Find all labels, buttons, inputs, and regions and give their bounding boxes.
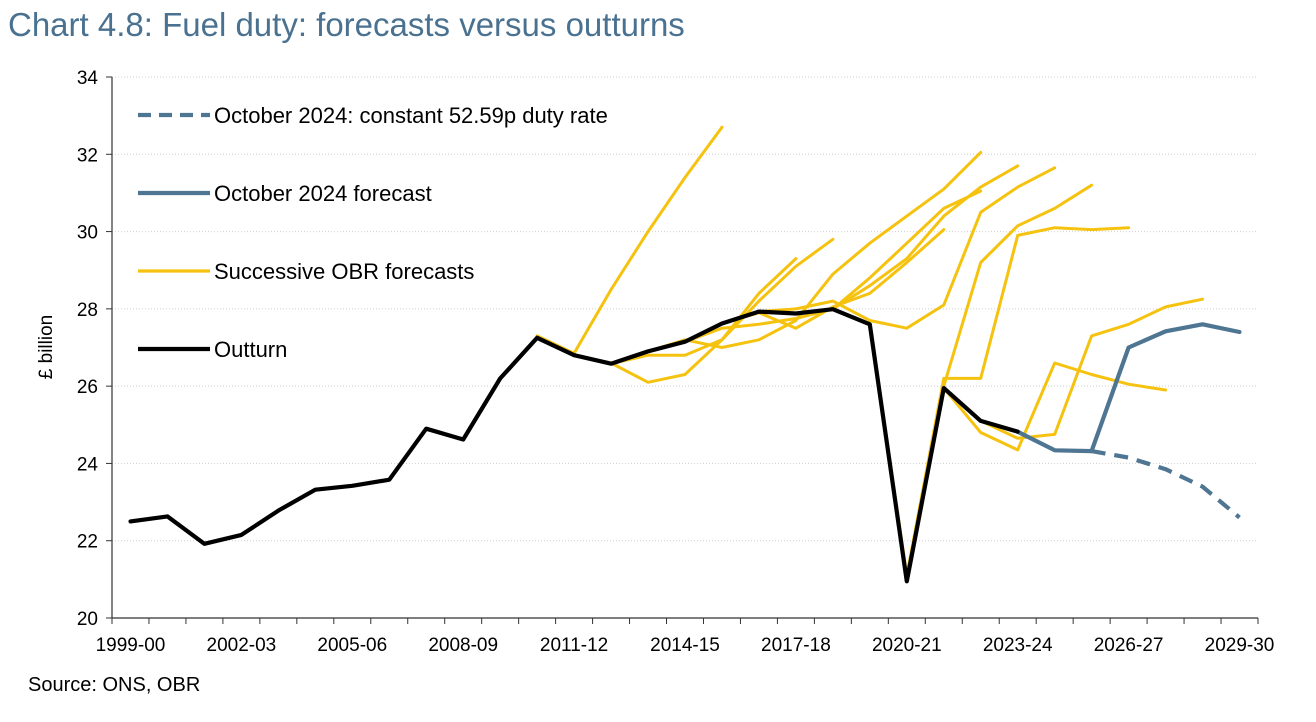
chart-title: Chart 4.8: Fuel duty: forecasts versus o… xyxy=(8,6,685,43)
series-line-successive-10 xyxy=(905,183,1094,581)
legend: October 2024: constant 52.59p duty rate O… xyxy=(138,103,608,362)
x-tick-label-2026-27: 2026-27 xyxy=(1094,635,1164,656)
x-tick-label-2014-15: 2014-15 xyxy=(650,635,720,656)
series-line-successive-9 xyxy=(868,226,1131,577)
y-tick-label-22: 22 xyxy=(77,532,98,553)
grid xyxy=(112,76,1258,542)
series-line-outturn xyxy=(128,307,1020,584)
x-tick-label-1999-00: 1999-00 xyxy=(96,635,166,656)
y-tick-label-34: 34 xyxy=(77,68,99,89)
series-line-successive-3 xyxy=(609,237,835,366)
y-tick-label-32: 32 xyxy=(77,145,98,166)
legend-label-constant: October 2024: constant 52.59p duty rate xyxy=(214,103,608,128)
x-tick-label-2011-12: 2011-12 xyxy=(540,635,608,656)
series xyxy=(128,125,1242,584)
series-line-successive-8 xyxy=(831,189,983,311)
y-axis-title: £ billion xyxy=(36,315,57,379)
x-tick-label-2020-21: 2020-21 xyxy=(872,635,942,656)
series-line-successive-11 xyxy=(942,361,1168,452)
legend-label-successive: Successive OBR forecasts xyxy=(214,259,474,284)
y-tick-label-30: 30 xyxy=(77,223,98,244)
x-tick-label-2017-18: 2017-18 xyxy=(761,635,831,656)
x-tick-label-2002-03: 2002-03 xyxy=(207,635,277,656)
axes: 20 22 24 26 28 30 32 34 1999-00 2002-03 2005-06 200… xyxy=(77,68,1275,656)
x-tick-label-2029-30: 2029-30 xyxy=(1205,635,1275,656)
x-tick-label-2023-24: 2023-24 xyxy=(983,635,1053,656)
x-tick-label-2005-06: 2005-06 xyxy=(317,635,387,656)
y-tick-label-20: 20 xyxy=(77,609,98,630)
series-line-successive-7 xyxy=(757,166,1057,330)
series-line-successive-1 xyxy=(535,125,724,355)
series-line-forecast xyxy=(1015,322,1242,454)
x-tick-label-2008-09: 2008-09 xyxy=(428,635,498,656)
legend-label-outturn: Outturn xyxy=(214,337,287,362)
series-line-successive-4 xyxy=(646,150,983,353)
series-line-successive-12 xyxy=(979,297,1204,440)
legend-label-forecast: October 2024 forecast xyxy=(214,181,432,206)
series-line-successive-5 xyxy=(683,164,1020,344)
y-tick-label-24: 24 xyxy=(77,454,99,475)
source-note: Source: ONS, OBR xyxy=(28,674,201,696)
series-line-constant xyxy=(1091,449,1241,520)
y-tick-label-28: 28 xyxy=(77,300,98,321)
y-tick-label-26: 26 xyxy=(77,377,98,398)
